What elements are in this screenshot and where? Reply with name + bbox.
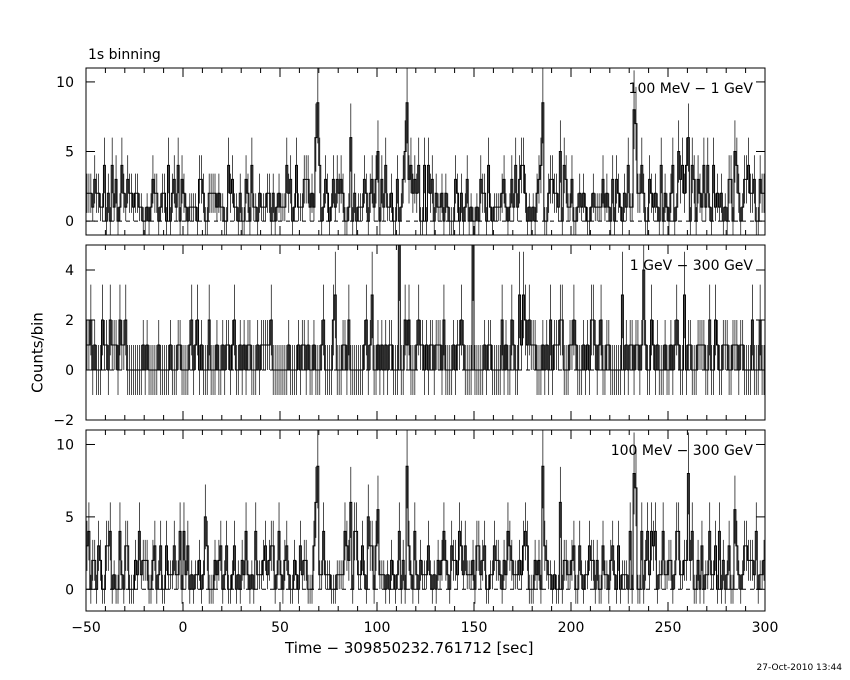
y-tick-label: 2 (65, 313, 74, 329)
binning-note: 1s binning (88, 47, 161, 63)
panel-energy-label: 1 GeV − 300 GeV (630, 258, 754, 274)
y-tick-label: 5 (65, 510, 74, 526)
x-tick-label: 50 (271, 620, 289, 636)
y-tick-label: 4 (65, 263, 74, 279)
panel-frame (85, 244, 766, 421)
y-tick-label: 0 (65, 214, 74, 230)
x-tick-label: 150 (461, 620, 488, 636)
x-tick-label: 0 (179, 620, 188, 636)
y-tick-label: 10 (56, 75, 74, 91)
y-tick-label: −2 (53, 413, 74, 429)
panel-frame (85, 429, 766, 612)
x-tick-label: 100 (364, 620, 391, 636)
light-curve-series (86, 465, 765, 590)
panel-energy-label: 100 MeV − 300 GeV (611, 443, 754, 459)
y-tick-label: 10 (56, 437, 74, 453)
y-tick-label: 5 (65, 145, 74, 161)
x-tick-label: −50 (71, 620, 101, 636)
light-curve-series (86, 244, 765, 371)
x-axis-label: Time − 309850232.761712 [sec] (285, 639, 534, 657)
x-tick-label: 200 (558, 620, 585, 636)
light-curve-series (86, 102, 765, 222)
panel-energy-label: 100 MeV − 1 GeV (629, 81, 754, 97)
y-tick-label: 0 (65, 582, 74, 598)
y-tick-label: 0 (65, 363, 74, 379)
y-axis-label: Counts/bin (28, 312, 47, 393)
timestamp: 27-Oct-2010 13:44 (756, 663, 842, 673)
x-tick-label: 250 (655, 620, 682, 636)
x-tick-label: 300 (752, 620, 779, 636)
